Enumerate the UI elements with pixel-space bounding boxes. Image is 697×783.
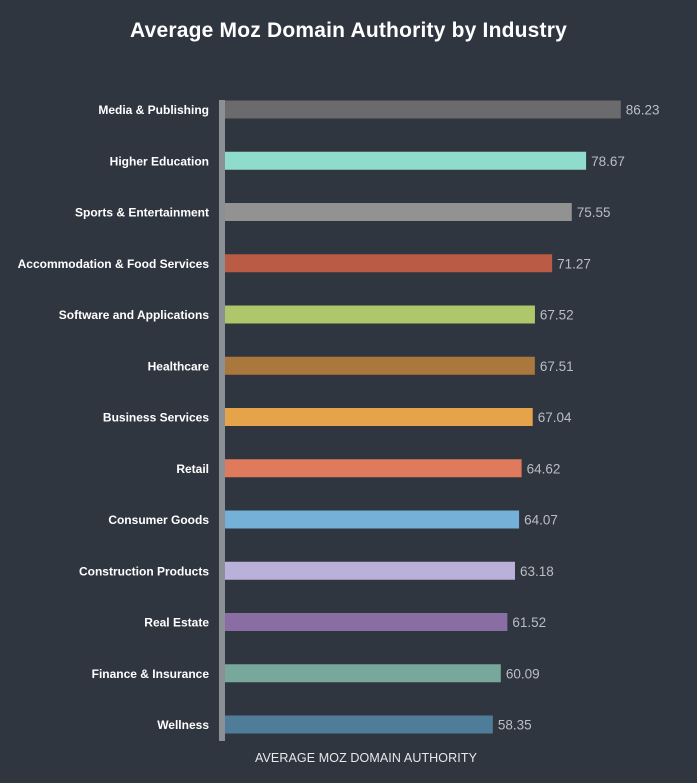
category-label: Healthcare [148, 359, 210, 373]
category-label: Retail [176, 462, 209, 476]
bar [225, 254, 553, 273]
bar [225, 203, 572, 221]
chart-title: Average Moz Domain Authority by Industry [130, 19, 567, 42]
data-label: 67.52 [540, 308, 574, 323]
bar [225, 561, 515, 580]
category-label: Sports & Entertainment [75, 206, 209, 220]
data-label: 60.09 [506, 666, 540, 681]
bar [225, 664, 501, 683]
category-label: Accommodation & Food Services [18, 257, 210, 271]
data-label: 75.55 [577, 205, 611, 220]
bar [225, 100, 621, 119]
bar [225, 459, 522, 478]
category-label: Consumer Goods [108, 513, 209, 527]
bar [225, 356, 535, 375]
data-label: 71.27 [557, 256, 591, 271]
data-label: 64.62 [527, 461, 561, 476]
data-label: 67.51 [540, 359, 574, 374]
category-label: Media & Publishing [98, 103, 209, 117]
y-axis-line [219, 100, 225, 741]
bar [225, 510, 520, 529]
category-label: Software and Applications [59, 308, 210, 322]
category-label: Wellness [157, 718, 209, 732]
bar [225, 613, 508, 631]
bar [225, 305, 535, 324]
data-label: 78.67 [591, 154, 625, 169]
category-label: Higher Education [110, 154, 209, 168]
data-label: 86.23 [626, 103, 660, 118]
data-label: 63.18 [520, 564, 554, 579]
data-label: 61.52 [512, 615, 546, 630]
x-axis-label: AVERAGE MOZ DOMAIN AUTHORITY [254, 751, 478, 765]
bar [225, 408, 533, 426]
category-label: Construction Products [79, 564, 209, 578]
bar [225, 151, 587, 170]
data-label: 64.07 [524, 513, 558, 528]
data-label: 67.04 [538, 410, 572, 425]
data-label: 58.35 [498, 718, 532, 733]
category-label: Real Estate [144, 616, 209, 630]
bar [225, 715, 493, 734]
category-label: Business Services [103, 411, 209, 425]
category-label: Finance & Insurance [92, 667, 210, 681]
